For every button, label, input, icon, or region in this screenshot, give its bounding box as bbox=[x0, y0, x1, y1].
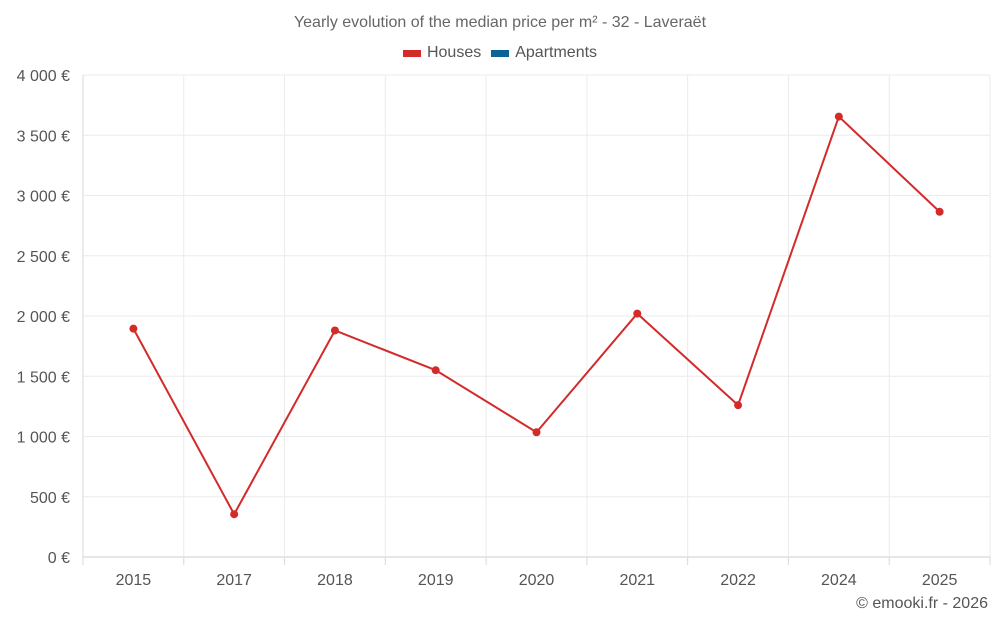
tick-labels: 0 € 500 € 1 000 € 1 500 € 2 000 € 2 500 € 3 00… bbox=[17, 68, 958, 589]
data-point[interactable] bbox=[330, 326, 339, 335]
credit-text: © emooki.fr - 2026 bbox=[856, 595, 988, 612]
legend-item-apartments[interactable]: Apartments bbox=[491, 44, 597, 62]
x-tick-label: 2025 bbox=[922, 572, 958, 589]
y-tick-label: 3 500 € bbox=[17, 128, 70, 145]
x-tick-label: 2017 bbox=[216, 572, 252, 589]
chart-legend: Houses Apartments bbox=[0, 44, 1000, 62]
x-tick-label: 2024 bbox=[821, 572, 857, 589]
x-tick-label: 2015 bbox=[116, 572, 152, 589]
data-point[interactable] bbox=[431, 366, 440, 375]
legend-swatch-apartments bbox=[491, 49, 510, 57]
axes bbox=[82, 75, 991, 565]
series-layer bbox=[129, 112, 944, 519]
data-point[interactable] bbox=[129, 324, 138, 333]
data-point[interactable] bbox=[935, 207, 944, 216]
y-tick-label: 1 000 € bbox=[17, 430, 70, 447]
y-tick-label: 0 € bbox=[48, 550, 70, 567]
y-tick-label: 3 000 € bbox=[17, 189, 70, 206]
y-tick-label: 4 000 € bbox=[17, 68, 70, 85]
legend-label-apartments: Apartments bbox=[515, 44, 598, 61]
data-point[interactable] bbox=[834, 112, 843, 121]
x-tick-label: 2020 bbox=[519, 572, 555, 589]
data-point[interactable] bbox=[734, 401, 743, 410]
legend-swatch-houses bbox=[402, 49, 421, 57]
data-point[interactable] bbox=[532, 428, 541, 437]
y-tick-label: 2 500 € bbox=[17, 249, 70, 266]
y-tick-label: 1 500 € bbox=[17, 369, 70, 386]
chart-title: Yearly evolution of the median price per… bbox=[293, 14, 707, 31]
series-line-houses bbox=[132, 115, 941, 516]
legend-item-houses[interactable]: Houses bbox=[402, 44, 482, 62]
legend-label-houses: Houses bbox=[426, 44, 482, 61]
y-tick-label: 500 € bbox=[30, 490, 70, 507]
y-tick-label: 2 000 € bbox=[17, 309, 70, 326]
grid-lines bbox=[82, 74, 991, 558]
x-tick-label: 2018 bbox=[317, 572, 353, 589]
x-tick-label: 2022 bbox=[720, 572, 756, 589]
x-tick-label: 2019 bbox=[418, 572, 454, 589]
data-point[interactable] bbox=[633, 309, 642, 318]
x-tick-label: 2021 bbox=[619, 572, 655, 589]
data-point[interactable] bbox=[230, 510, 239, 519]
